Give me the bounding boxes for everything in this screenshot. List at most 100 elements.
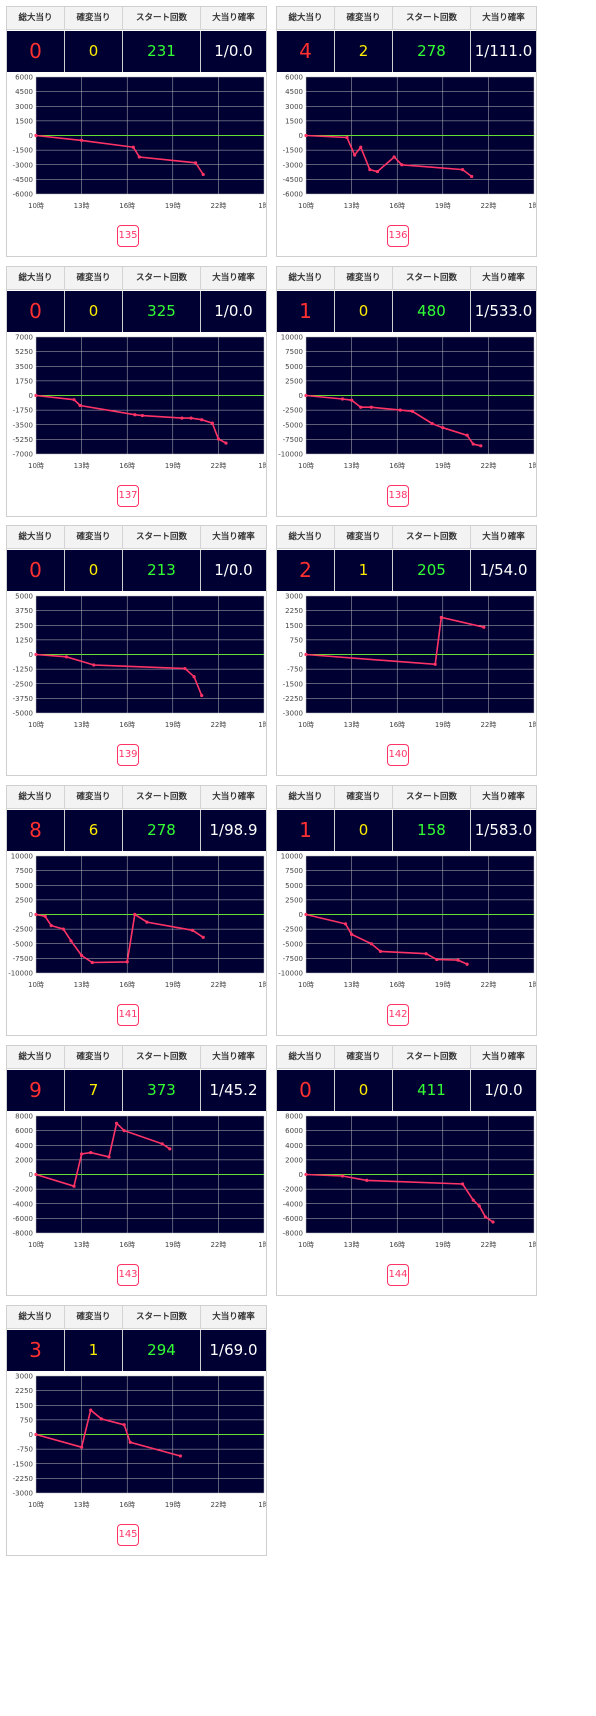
y-tick-label: -7500: [283, 436, 303, 444]
y-tick-label: 2250: [285, 607, 303, 615]
header-total-hits: 総大当り: [277, 526, 335, 549]
x-tick-label: 10時: [298, 1241, 314, 1249]
data-point: [80, 1152, 84, 1156]
stats-header-row: 総大当り 確変当り スタート回数 大当り確率: [7, 786, 266, 809]
y-tick-label: 2500: [15, 622, 33, 630]
data-point: [64, 655, 68, 659]
y-tick-label: 4500: [15, 88, 33, 96]
y-tick-label: 0: [29, 1431, 33, 1439]
header-start-count: スタート回数: [393, 526, 471, 549]
y-tick-label: 2000: [285, 1156, 303, 1164]
payout-series-line: [305, 134, 473, 178]
data-point: [471, 442, 475, 446]
data-point: [133, 912, 137, 917]
kakuhen-hits-value: 0: [65, 291, 123, 332]
header-hit-probability: 大当り確率: [201, 526, 266, 549]
data-point: [350, 398, 354, 402]
machine-number-link[interactable]: 139: [117, 744, 139, 766]
x-tick-label: 10時: [28, 1241, 44, 1249]
x-tick-label: 19時: [165, 1241, 181, 1249]
data-point: [433, 662, 437, 666]
machine-number-link[interactable]: 138: [387, 485, 409, 507]
machine-number-link[interactable]: 140: [387, 744, 409, 766]
data-point: [471, 1198, 475, 1202]
x-tick-label: 13時: [344, 462, 360, 470]
y-tick-label: -2000: [13, 1186, 33, 1194]
machine-number-link[interactable]: 135: [117, 225, 139, 247]
machine-card: 総大当り 確変当り スタート回数 大当り確率 0 0 325 1/0.0 700…: [6, 266, 267, 517]
header-start-count: スタート回数: [123, 526, 201, 549]
x-tick-label: 10時: [298, 462, 314, 470]
header-hit-probability: 大当り確率: [471, 526, 536, 549]
kakuhen-hits-value: 6: [65, 810, 123, 851]
y-tick-label: 5000: [15, 882, 33, 890]
x-tick-label: 22時: [210, 202, 226, 210]
start-count-value: 373: [123, 1070, 201, 1111]
x-tick-label: 1時: [528, 981, 536, 989]
data-point: [224, 441, 228, 445]
y-tick-label: 3750: [15, 607, 33, 615]
payout-line-chart: 3000 2250 1500 750 0 -750 -1500 -2250 -3000 10時 13…: [283, 593, 536, 730]
x-tick-label: 22時: [210, 1501, 226, 1509]
hit-probability-value: 1/45.2: [209, 1081, 258, 1099]
stats-header-row: 総大当り 確変当り スタート回数 大当り確率: [277, 786, 536, 809]
data-point: [190, 928, 195, 932]
data-point: [479, 444, 483, 448]
stats-value-row: 0 0 231 1/0.0: [7, 31, 266, 72]
x-tick-label: 16時: [119, 981, 135, 989]
y-tick-label: -7000: [13, 451, 33, 459]
machine-number-link[interactable]: 141: [117, 1004, 139, 1026]
payout-line-chart: 10000 7500 5000 2500 0 -2500 -5000 -7500 -10000 1…: [278, 853, 536, 990]
kakuhen-hits-value: 2: [335, 31, 393, 72]
y-tick-label: -3000: [283, 710, 303, 718]
y-tick-label: -750: [287, 666, 303, 674]
machine-number-link[interactable]: 145: [117, 1524, 139, 1546]
data-point: [194, 161, 198, 165]
data-point: [460, 168, 465, 172]
x-tick-label: 1時: [258, 721, 266, 729]
header-total-hits: 総大当り: [7, 526, 65, 549]
data-point: [456, 958, 460, 962]
header-total-hits: 総大当り: [277, 786, 335, 809]
y-tick-label: 3500: [15, 363, 33, 371]
stats-header-row: 総大当り 確変当り スタート回数 大当り確率: [277, 526, 536, 549]
x-tick-label: 16時: [389, 462, 405, 470]
hit-probability-value: 1/54.0: [479, 561, 528, 579]
total-hits-value: 0: [7, 31, 65, 72]
y-tick-label: -4500: [13, 176, 33, 184]
x-tick-label: 22時: [210, 981, 226, 989]
data-point: [131, 145, 135, 149]
data-point: [398, 408, 402, 412]
hit-probability-value: 1/0.0: [214, 42, 253, 60]
data-point: [49, 924, 53, 928]
x-tick-label: 13時: [74, 721, 90, 729]
x-tick-label: 10時: [28, 1501, 44, 1509]
y-tick-label: -1500: [13, 147, 33, 155]
machine-number-link[interactable]: 136: [387, 225, 409, 247]
total-hits-value: 0: [7, 550, 65, 591]
y-tick-label: 750: [290, 636, 303, 644]
stats-value-row: 0 0 411 1/0.0: [277, 1070, 536, 1111]
y-tick-label: 5000: [15, 593, 33, 601]
machine-number-link[interactable]: 137: [117, 485, 139, 507]
x-tick-label: 19時: [165, 721, 181, 729]
y-tick-label: 10000: [281, 853, 303, 861]
kakuhen-hits-value: 1: [65, 1330, 123, 1371]
stats-header-row: 総大当り 確変当り スタート回数 大当り確率: [277, 7, 536, 30]
x-tick-label: 16時: [119, 1501, 135, 1509]
x-tick-label: 1時: [258, 981, 266, 989]
x-tick-label: 22時: [480, 202, 496, 210]
x-tick-label: 1時: [258, 462, 266, 470]
y-tick-label: 0: [299, 911, 303, 919]
machine-number-link[interactable]: 143: [117, 1264, 139, 1286]
y-tick-label: -2500: [283, 407, 303, 415]
y-tick-label: 6000: [15, 1127, 33, 1135]
y-tick-label: -10000: [8, 970, 33, 978]
header-kakuhen-hits: 確変当り: [65, 526, 123, 549]
machine-number-link[interactable]: 142: [387, 1004, 409, 1026]
data-point: [482, 625, 486, 629]
machine-number-link[interactable]: 144: [387, 1264, 409, 1286]
total-hits-value: 1: [277, 810, 335, 851]
y-tick-label: 6000: [285, 74, 303, 82]
payout-series-line: [35, 653, 203, 696]
